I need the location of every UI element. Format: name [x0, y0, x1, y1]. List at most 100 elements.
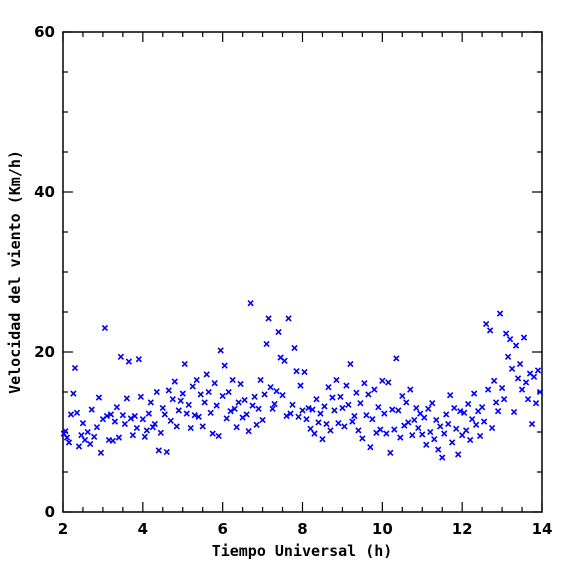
- data-point: [516, 360, 524, 368]
- data-point: [421, 414, 428, 421]
- data-point: [207, 409, 214, 416]
- data-point: [510, 408, 518, 416]
- data-point: [518, 386, 526, 393]
- data-point: [508, 365, 516, 372]
- data-point: [86, 440, 94, 448]
- data-point: [125, 358, 133, 365]
- data-point: [459, 432, 466, 439]
- data-point: [315, 419, 322, 426]
- data-point: [462, 427, 470, 434]
- data-point: [387, 449, 394, 456]
- data-point: [169, 396, 176, 403]
- data-point: [347, 360, 354, 368]
- data-point: [153, 388, 160, 396]
- data-point: [381, 410, 388, 417]
- data-point: [203, 371, 210, 378]
- data-point: [159, 404, 166, 412]
- y-tick-label: 0: [45, 503, 55, 521]
- data-point: [413, 404, 420, 412]
- data-point: [88, 406, 95, 413]
- y-tick-label: 20: [34, 343, 55, 361]
- axis-ticks: [62, 31, 543, 513]
- data-point: [111, 418, 119, 425]
- data-point: [199, 423, 206, 430]
- data-point: [221, 362, 228, 369]
- data-point: [397, 434, 404, 441]
- data-point: [500, 396, 508, 403]
- data-point: [419, 431, 426, 438]
- data-point: [121, 420, 129, 428]
- data-point: [311, 430, 318, 437]
- x-tick-label: 4: [138, 520, 148, 538]
- data-point: [167, 417, 174, 424]
- data-point: [395, 407, 402, 414]
- data-point: [341, 423, 348, 430]
- data-point: [361, 380, 368, 387]
- data-point: [355, 427, 362, 434]
- data-point: [435, 446, 442, 453]
- data-point: [385, 379, 392, 386]
- data-point: [512, 342, 520, 349]
- data-point: [411, 416, 418, 424]
- data-point: [281, 357, 288, 364]
- data-point: [211, 380, 218, 387]
- data-point: [349, 418, 356, 425]
- data-point: [455, 451, 462, 458]
- y-axis-label: Velocidad del viento (Km/h): [6, 150, 24, 394]
- data-point: [235, 399, 242, 406]
- data-point: [283, 412, 290, 420]
- data-point: [449, 439, 456, 446]
- data-point: [480, 418, 488, 425]
- data-point: [117, 353, 125, 360]
- data-point: [63, 434, 71, 441]
- data-point: [367, 444, 374, 451]
- data-point: [155, 447, 162, 454]
- data-point: [425, 405, 432, 412]
- data-point: [307, 425, 314, 432]
- data-point: [73, 409, 81, 416]
- data-point: [295, 413, 302, 420]
- data-point: [81, 436, 89, 444]
- data-point: [353, 389, 360, 396]
- x-tick-label: 12: [452, 520, 473, 538]
- y-tick-label: 40: [34, 183, 55, 201]
- data-point: [213, 402, 220, 409]
- x-tick-label: 10: [372, 520, 393, 538]
- data-point: [219, 392, 226, 400]
- data-point: [267, 384, 274, 391]
- data-point: [357, 400, 364, 407]
- data-points: [60, 300, 544, 461]
- data-point: [433, 416, 440, 424]
- data-point: [263, 340, 270, 348]
- data-point: [297, 382, 304, 389]
- data-point: [237, 380, 244, 388]
- data-point: [532, 400, 540, 407]
- data-point: [143, 427, 150, 434]
- data-point: [177, 397, 184, 404]
- data-point: [299, 407, 306, 414]
- data-point: [375, 404, 382, 411]
- data-point: [321, 403, 328, 410]
- data-point: [405, 419, 412, 426]
- data-point: [319, 436, 326, 443]
- data-point: [502, 330, 510, 337]
- data-point: [78, 432, 85, 439]
- data-point: [363, 412, 370, 419]
- data-point: [285, 315, 292, 322]
- data-point: [147, 399, 154, 406]
- data-point: [498, 384, 506, 392]
- data-point: [193, 376, 200, 384]
- data-point: [97, 449, 105, 456]
- data-point: [522, 379, 530, 386]
- data-point: [205, 388, 212, 396]
- data-point: [65, 439, 73, 446]
- data-point: [504, 353, 512, 360]
- data-point: [241, 396, 248, 404]
- data-point: [389, 406, 396, 413]
- data-point: [466, 436, 474, 444]
- data-point: [93, 424, 101, 431]
- data-point: [391, 426, 398, 433]
- data-point: [113, 404, 121, 411]
- data-point: [201, 399, 208, 406]
- data-point: [496, 310, 504, 317]
